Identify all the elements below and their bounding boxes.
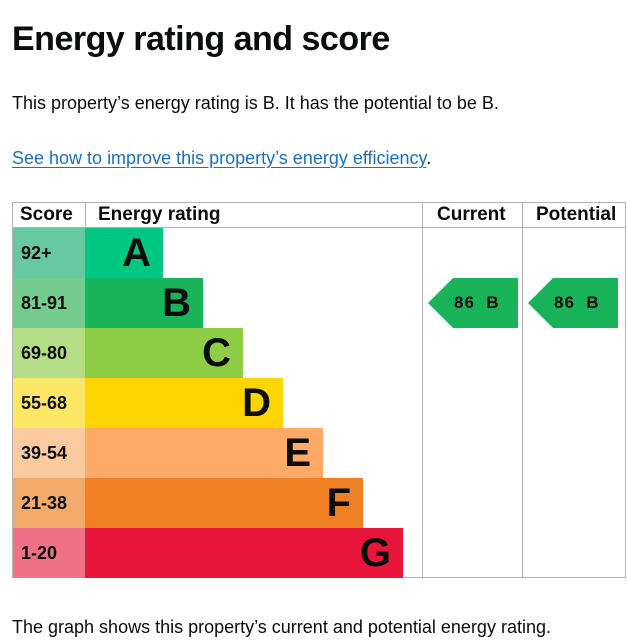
current-column-divider [422, 203, 423, 577]
band-score-range: 21-38 [13, 478, 85, 528]
band-letter: F [326, 481, 351, 525]
potential-score: 86 [554, 293, 575, 312]
band-bar-f: F [85, 478, 363, 528]
band-bar-g: G [85, 528, 403, 578]
potential-column-divider [522, 203, 523, 577]
band-bar-e: E [85, 428, 323, 478]
band-letter: E [284, 431, 311, 475]
band-bar-b: B [85, 278, 203, 328]
score-column-header: Score [20, 204, 73, 225]
energy-rating-column-header: Energy rating [98, 204, 221, 225]
current-arrow-shape [428, 278, 518, 328]
band-letter: B [162, 281, 191, 325]
band-score-range: 81-91 [13, 278, 85, 328]
current-band: B [486, 293, 500, 312]
potential-arrow-shape [528, 278, 618, 328]
band-bar-a: A [85, 228, 163, 278]
band-score-range: 39-54 [13, 428, 85, 478]
band-bar-d: D [85, 378, 283, 428]
potential-band: B [586, 293, 600, 312]
current-score: 86 [454, 293, 475, 312]
band-score-range: 1-20 [13, 528, 85, 578]
band-letter: D [242, 381, 271, 425]
band-letter: C [202, 331, 231, 375]
current-rating-arrow: 86 B [428, 278, 518, 328]
potential-rating-arrow: 86 B [528, 278, 618, 328]
energy-rating-chart: Score Energy rating Current Potential 92… [12, 202, 626, 578]
header-divider [13, 227, 625, 228]
band-score-range: 92+ [13, 228, 85, 278]
current-rating-label: 86 B [454, 278, 500, 328]
potential-column-header: Potential [536, 204, 617, 225]
potential-rating-label: 86 B [554, 278, 600, 328]
improve-efficiency-line: See how to improve this property’s energ… [12, 148, 431, 169]
band-letter: A [122, 231, 151, 275]
graph-description: The graph shows this property’s current … [12, 617, 551, 637]
band-score-range: 69-80 [13, 328, 85, 378]
band-letter: G [359, 531, 391, 575]
band-score-range: 55-68 [13, 378, 85, 428]
page-title: Energy rating and score [12, 20, 390, 58]
improve-efficiency-link[interactable]: See how to improve this property’s energ… [12, 148, 427, 168]
link-suffix: . [426, 148, 432, 168]
energy-rating-summary: This property’s energy rating is B. It h… [12, 93, 499, 113]
current-column-header: Current [437, 204, 506, 225]
band-bar-c: C [85, 328, 243, 378]
